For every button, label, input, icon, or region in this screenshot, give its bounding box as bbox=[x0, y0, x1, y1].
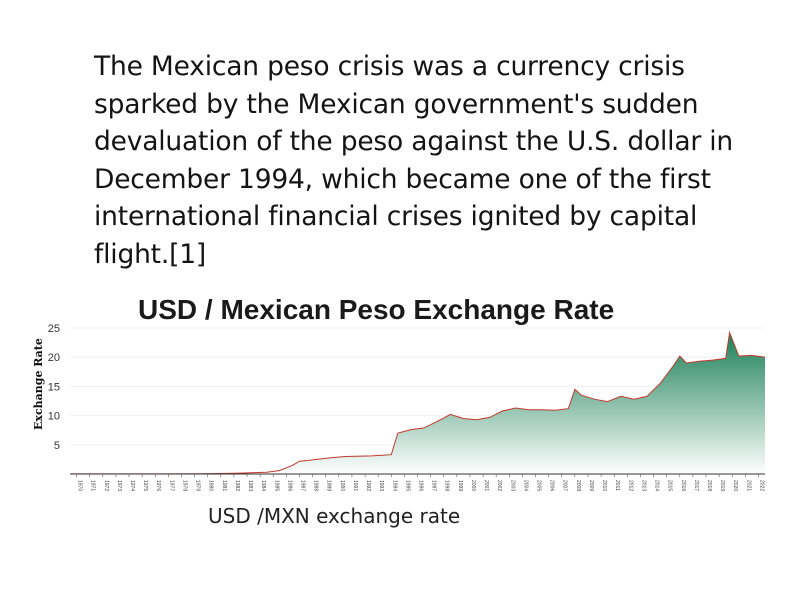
chart-title: USD / Mexican Peso Exchange Rate bbox=[138, 294, 615, 325]
x-tick-label: 1995 bbox=[404, 480, 410, 491]
x-tick-label: 2008 bbox=[575, 480, 581, 491]
x-tick-label: 2002 bbox=[496, 480, 502, 491]
x-tick-label: 1970 bbox=[77, 480, 83, 491]
x-tick-label: 1994 bbox=[391, 480, 397, 491]
x-tick-label: 2006 bbox=[549, 480, 555, 491]
x-tick-label: 1997 bbox=[431, 480, 437, 491]
chart-caption: USD /MXN exchange rate bbox=[208, 504, 461, 528]
x-tick-label: 2004 bbox=[522, 480, 528, 491]
x-tick-label: 1973 bbox=[116, 480, 122, 491]
x-tick-label: 1980 bbox=[208, 480, 214, 491]
x-tick-label: 2005 bbox=[536, 480, 542, 491]
x-tick-label: 1978 bbox=[181, 480, 187, 491]
x-tick-label: 2021 bbox=[745, 480, 751, 491]
x-tick-label: 1975 bbox=[142, 480, 148, 491]
x-tick-label: 2018 bbox=[706, 480, 712, 491]
slide-body-text: The Mexican peso crisis was a currency c… bbox=[94, 51, 734, 270]
x-tick-label: 2013 bbox=[640, 480, 646, 491]
x-tick-label: 2000 bbox=[470, 480, 476, 491]
x-tick-label: 1976 bbox=[155, 480, 161, 491]
x-tick-label: 1982 bbox=[234, 480, 240, 491]
x-tick-label: 1998 bbox=[444, 480, 450, 491]
y-tick-label: 25 bbox=[48, 323, 60, 335]
y-tick-labels: 5 10 15 20 25 bbox=[48, 323, 60, 452]
x-tick-label: 1990 bbox=[339, 480, 345, 491]
x-tick-label: 1989 bbox=[326, 480, 332, 491]
x-tick-label: 1992 bbox=[365, 480, 371, 491]
x-tick-label: 2001 bbox=[483, 480, 489, 491]
x-tick-label: 2016 bbox=[680, 480, 686, 491]
x-tick-label: 1983 bbox=[247, 480, 253, 491]
x-tick-label: 2007 bbox=[562, 480, 568, 491]
x-tick-label: 1984 bbox=[260, 480, 266, 491]
x-tick-label: 1977 bbox=[168, 480, 174, 491]
series-line bbox=[70, 330, 766, 475]
x-tick-labels: 1970 1971 1972 1973 1974 1975 1976 1977 1978 1979… bbox=[76, 474, 764, 491]
x-tick-label: 1974 bbox=[129, 480, 135, 491]
x-tick-label: 1972 bbox=[103, 480, 109, 491]
x-tick-label: 1988 bbox=[313, 480, 319, 491]
x-tick-label: 2003 bbox=[509, 480, 515, 491]
y-tick-label: 10 bbox=[48, 411, 60, 423]
y-tick-label: 15 bbox=[48, 381, 60, 393]
x-tick-label: 2014 bbox=[654, 480, 660, 491]
x-tick-label: 1987 bbox=[299, 480, 305, 491]
y-tick-label: 20 bbox=[48, 352, 60, 364]
series-area bbox=[70, 332, 765, 474]
x-tick-label: 2020 bbox=[732, 480, 738, 491]
x-tick-label: 1986 bbox=[286, 480, 292, 491]
x-tick-label: 2012 bbox=[627, 480, 633, 491]
y-tick-label: 5 bbox=[54, 440, 60, 452]
x-tick-label: 2022 bbox=[758, 480, 764, 491]
exchange-rate-chart: USD / Mexican Peso Exchange Rate Exchang… bbox=[30, 290, 775, 505]
x-tick-label: 1999 bbox=[457, 480, 463, 491]
x-tick-label: 1991 bbox=[352, 480, 358, 491]
x-tick-label: 2009 bbox=[588, 480, 594, 491]
x-tick-label: 1985 bbox=[273, 480, 279, 491]
x-tick-label: 2015 bbox=[667, 480, 673, 491]
x-tick-label: 1971 bbox=[90, 480, 96, 491]
x-tick-label: 2010 bbox=[601, 480, 607, 491]
x-tick-label: 2017 bbox=[693, 480, 699, 491]
x-tick-label: 2019 bbox=[719, 480, 725, 491]
x-tick-label: 1993 bbox=[378, 480, 384, 491]
x-tick-label: 1979 bbox=[195, 480, 201, 491]
x-tick-label: 2011 bbox=[614, 480, 620, 491]
x-tick-label: 1996 bbox=[418, 480, 424, 491]
x-tick-label: 1981 bbox=[221, 480, 227, 491]
